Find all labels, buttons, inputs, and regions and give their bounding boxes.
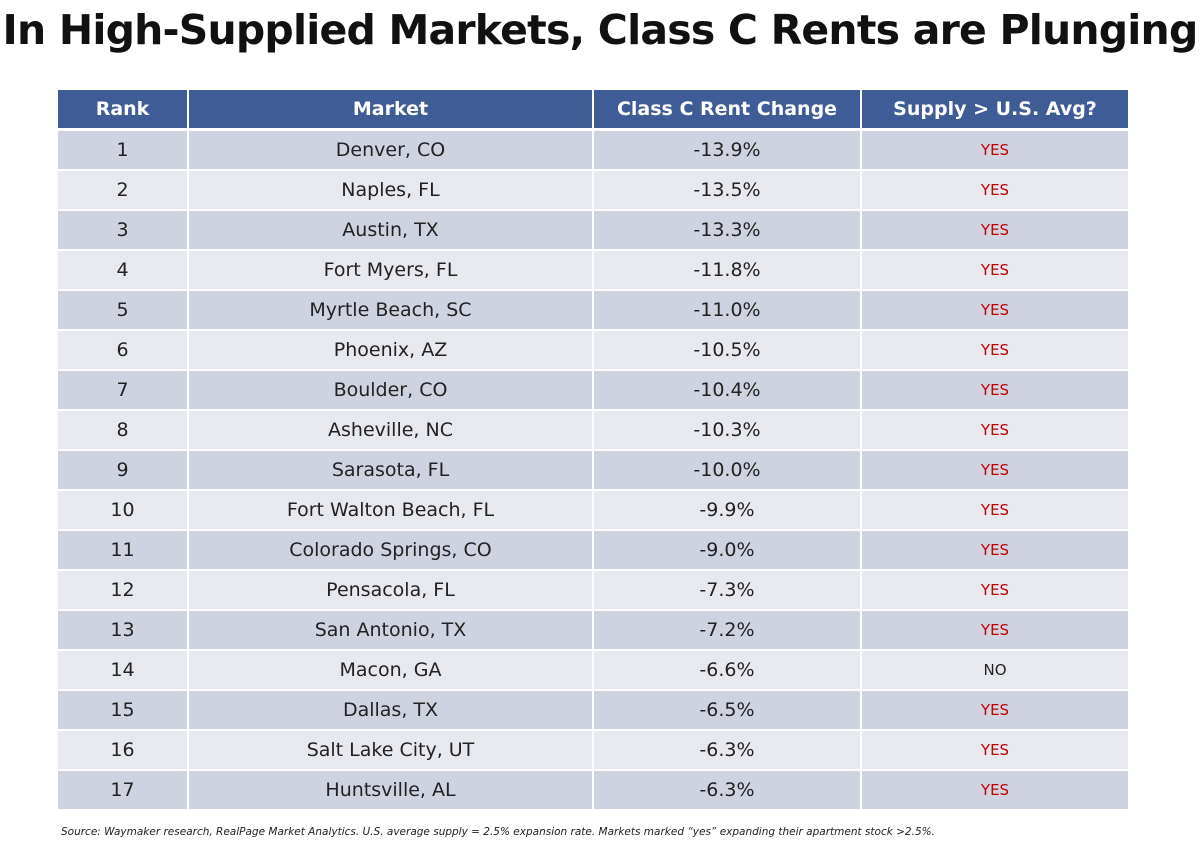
table-row: 16 Salt Lake City, UT -6.3% YES xyxy=(58,729,1128,770)
table-row: 6 Phoenix, AZ -10.5% YES xyxy=(58,329,1128,370)
rank-cell: 9 xyxy=(58,449,188,490)
table-row: 17 Huntsville, AL -6.3% YES xyxy=(58,769,1128,809)
table-row: 12 Pensacola, FL -7.3% YES xyxy=(58,569,1128,610)
market-cell: Dallas, TX xyxy=(187,689,593,730)
rent-change-cell: -7.3% xyxy=(592,569,861,610)
rent-change-cell: -9.9% xyxy=(592,489,861,530)
table-row: 3 Austin, TX -13.3% YES xyxy=(58,209,1128,250)
rank-cell: 16 xyxy=(58,729,188,770)
market-cell: Fort Walton Beach, FL xyxy=(187,489,593,530)
table-row: 8 Asheville, NC -10.3% YES xyxy=(58,409,1128,450)
supply-cell: YES xyxy=(860,209,1128,250)
table-row: 9 Sarasota, FL -10.0% YES xyxy=(58,449,1128,490)
rank-cell: 4 xyxy=(58,249,188,290)
table-row: 14 Macon, GA -6.6% NO xyxy=(58,649,1128,690)
market-cell: Boulder, CO xyxy=(187,369,593,410)
table-body: 1 Denver, CO -13.9% YES 2 Naples, FL -13.5% YES… xyxy=(58,128,1128,809)
column-header-rent-change: Class C Rent Change xyxy=(592,90,861,131)
rank-cell: 7 xyxy=(58,369,188,410)
rent-change-cell: -10.0% xyxy=(592,449,861,490)
market-cell: Salt Lake City, UT xyxy=(187,729,593,770)
supply-cell: YES xyxy=(860,489,1128,530)
rank-cell: 15 xyxy=(58,689,188,730)
rent-change-cell: -9.0% xyxy=(592,529,861,570)
market-cell: Asheville, NC xyxy=(187,409,593,450)
rank-cell: 13 xyxy=(58,609,188,650)
market-cell: Macon, GA xyxy=(187,649,593,690)
table-row: 13 San Antonio, TX -7.2% YES xyxy=(58,609,1128,650)
supply-cell: YES xyxy=(860,409,1128,450)
market-cell: Austin, TX xyxy=(187,209,593,250)
column-header-rank: Rank xyxy=(58,90,188,131)
rent-change-table: Rank Market Class C Rent Change Supply >… xyxy=(58,90,1128,809)
rank-cell: 5 xyxy=(58,289,188,330)
rank-cell: 6 xyxy=(58,329,188,370)
rent-change-cell: -10.3% xyxy=(592,409,861,450)
market-cell: Colorado Springs, CO xyxy=(187,529,593,570)
supply-cell: NO xyxy=(860,649,1128,690)
rent-change-cell: -6.6% xyxy=(592,649,861,690)
rent-change-cell: -10.4% xyxy=(592,369,861,410)
column-header-supply: Supply > U.S. Avg? xyxy=(860,90,1128,131)
market-cell: San Antonio, TX xyxy=(187,609,593,650)
supply-cell: YES xyxy=(860,569,1128,610)
table-row: 4 Fort Myers, FL -11.8% YES xyxy=(58,249,1128,290)
supply-cell: YES xyxy=(860,128,1128,170)
rank-cell: 17 xyxy=(58,769,188,809)
supply-cell: YES xyxy=(860,449,1128,490)
column-header-market: Market xyxy=(187,90,593,131)
rank-cell: 2 xyxy=(58,169,188,210)
market-cell: Fort Myers, FL xyxy=(187,249,593,290)
rent-change-cell: -11.8% xyxy=(592,249,861,290)
rank-cell: 1 xyxy=(58,128,188,170)
table-row: 2 Naples, FL -13.5% YES xyxy=(58,169,1128,210)
supply-cell: YES xyxy=(860,169,1128,210)
table-row: 1 Denver, CO -13.9% YES xyxy=(58,128,1128,170)
rent-change-cell: -13.9% xyxy=(592,128,861,170)
table-row: 11 Colorado Springs, CO -9.0% YES xyxy=(58,529,1128,570)
supply-cell: YES xyxy=(860,609,1128,650)
rent-change-cell: -10.5% xyxy=(592,329,861,370)
supply-cell: YES xyxy=(860,329,1128,370)
rank-cell: 8 xyxy=(58,409,188,450)
rent-change-cell: -11.0% xyxy=(592,289,861,330)
rent-change-cell: -13.5% xyxy=(592,169,861,210)
table-row: 5 Myrtle Beach, SC -11.0% YES xyxy=(58,289,1128,330)
market-cell: Phoenix, AZ xyxy=(187,329,593,370)
rank-cell: 10 xyxy=(58,489,188,530)
source-note: Source: Waymaker research, RealPage Mark… xyxy=(61,826,935,838)
market-cell: Denver, CO xyxy=(187,128,593,170)
market-cell: Naples, FL xyxy=(187,169,593,210)
rent-change-cell: -13.3% xyxy=(592,209,861,250)
market-cell: Myrtle Beach, SC xyxy=(187,289,593,330)
table-row: 15 Dallas, TX -6.5% YES xyxy=(58,689,1128,730)
supply-cell: YES xyxy=(860,249,1128,290)
rent-change-cell: -6.3% xyxy=(592,769,861,809)
table-row: 10 Fort Walton Beach, FL -9.9% YES xyxy=(58,489,1128,530)
supply-cell: YES xyxy=(860,369,1128,410)
table-header-row: Rank Market Class C Rent Change Supply >… xyxy=(58,90,1128,131)
rent-change-cell: -6.3% xyxy=(592,729,861,770)
supply-cell: YES xyxy=(860,769,1128,809)
table-row: 7 Boulder, CO -10.4% YES xyxy=(58,369,1128,410)
market-cell: Pensacola, FL xyxy=(187,569,593,610)
rent-change-cell: -6.5% xyxy=(592,689,861,730)
supply-cell: YES xyxy=(860,529,1128,570)
rank-cell: 11 xyxy=(58,529,188,570)
supply-cell: YES xyxy=(860,689,1128,730)
rent-change-cell: -7.2% xyxy=(592,609,861,650)
page-title: In High-Supplied Markets, Class C Rents … xyxy=(2,6,1199,54)
supply-cell: YES xyxy=(860,729,1128,770)
rank-cell: 14 xyxy=(58,649,188,690)
market-cell: Huntsville, AL xyxy=(187,769,593,809)
market-cell: Sarasota, FL xyxy=(187,449,593,490)
rank-cell: 3 xyxy=(58,209,188,250)
supply-cell: YES xyxy=(860,289,1128,330)
rank-cell: 12 xyxy=(58,569,188,610)
